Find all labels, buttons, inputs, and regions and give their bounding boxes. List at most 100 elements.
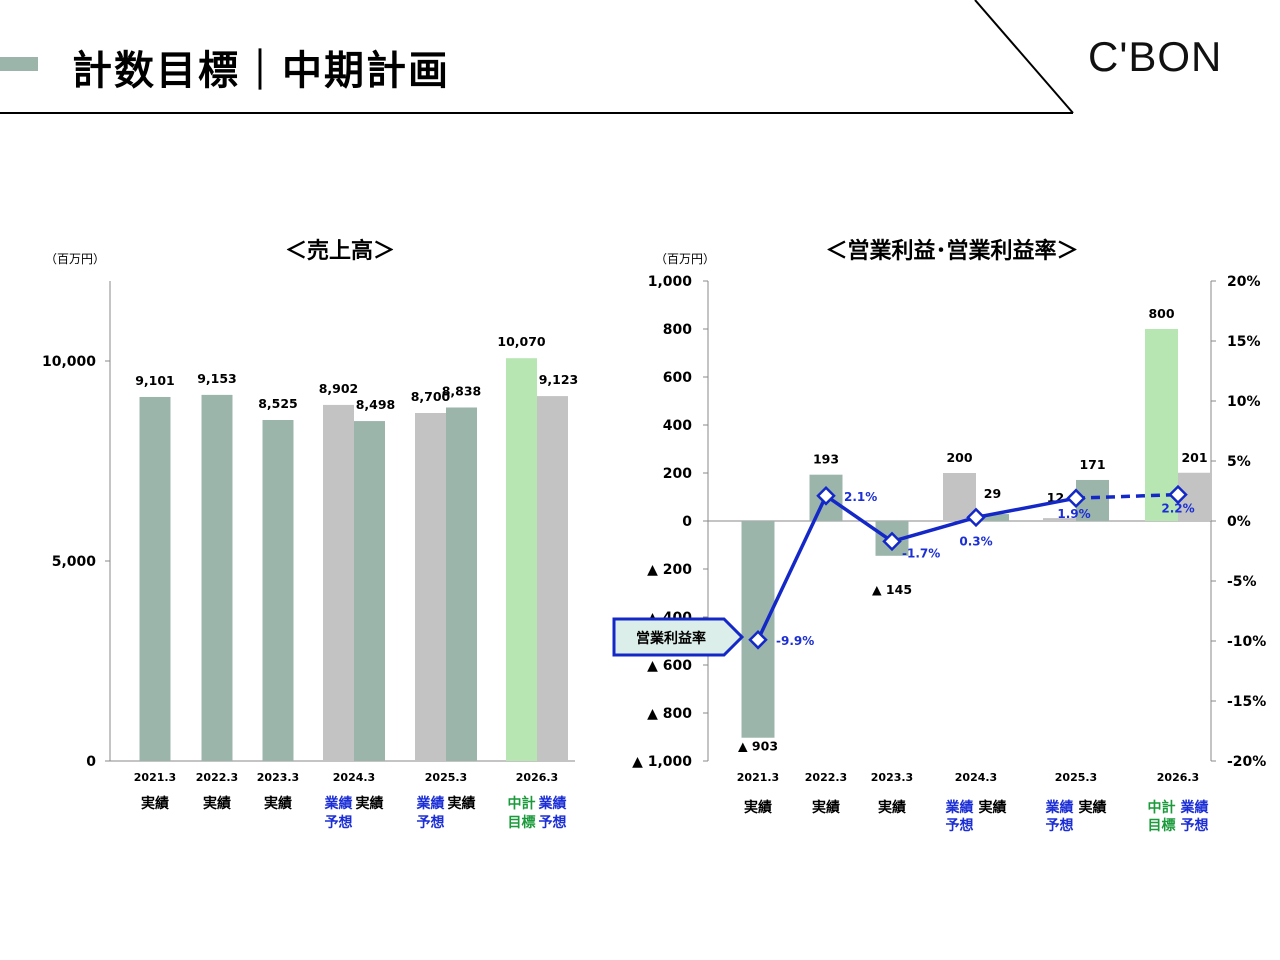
sales-bar — [446, 407, 477, 761]
sales-category-desc: 中計 — [508, 795, 536, 812]
profit-bar — [741, 521, 775, 738]
sales-data-label: 8,902 — [319, 381, 359, 396]
profit-category-desc: 業績 — [1045, 799, 1074, 816]
profit-y-tick-label: ▲ 1,000 — [632, 754, 692, 770]
profit-y-tick-label: ▲ 600 — [647, 658, 692, 674]
rate-data-label: -1.7% — [902, 546, 940, 560]
profit-unit-label: （百万円） — [655, 252, 715, 266]
profit-y-tick-label: 200 — [663, 466, 692, 482]
sales-chart-title: ＜売上高＞ — [285, 238, 395, 264]
profit-category-desc: 実績 — [744, 799, 772, 816]
sales-chart: ＜売上高＞ （百万円） 0 5,000 10,000 9,101 実績 2021.3 9,153… — [42, 238, 578, 831]
sales-category-desc: 業績 — [538, 795, 567, 812]
sales-category-desc: 実績 — [264, 795, 292, 812]
profit-y-tick-label: 800 — [663, 322, 692, 338]
operating-profit-chart: ＜営業利益･営業利益率＞ （百万円） 1,000 800 600 400 200 0 ▲ 200… — [612, 238, 1266, 834]
profit-bar — [1043, 518, 1076, 521]
profit-data-label: 800 — [1148, 306, 1174, 321]
title-accent-bar — [0, 57, 38, 71]
profit-y-tick-label: 600 — [663, 370, 692, 386]
profit-category-desc: 目標 — [1148, 817, 1176, 834]
sales-year-label: 2022.3 — [196, 771, 238, 784]
profit-y-tick-label: ▲ 200 — [647, 562, 692, 578]
profit-data-label: 29 — [984, 486, 1001, 501]
profit-y2-tick-label: 10% — [1227, 394, 1261, 410]
sales-bar — [139, 396, 171, 761]
company-logo: C'BON — [1088, 33, 1223, 80]
rate-data-label: 1.9% — [1057, 507, 1090, 521]
sales-bar — [537, 396, 568, 761]
sales-data-label: 8,700 — [411, 389, 451, 404]
sales-data-label: 9,153 — [197, 371, 237, 386]
profit-y-tick-label: 0 — [682, 514, 692, 530]
profit-bar — [1145, 329, 1178, 521]
profit-y2-tick-label: 20% — [1227, 274, 1261, 290]
profit-y-tick-label: ▲ 800 — [647, 706, 692, 722]
rate-data-label: -9.9% — [776, 634, 814, 648]
profit-year-label: 2024.3 — [955, 771, 997, 784]
profit-y2-tick-label: -5% — [1227, 574, 1257, 590]
sales-data-label: 8,838 — [442, 383, 482, 398]
rate-line-segment — [1075, 492, 1179, 500]
rate-line-segment — [891, 515, 977, 544]
sales-y-tick-label: 0 — [86, 754, 96, 770]
sales-bar — [323, 404, 354, 761]
profit-chart-title: ＜営業利益･営業利益率＞ — [825, 238, 1078, 264]
profit-category-desc: 実績 — [979, 799, 1007, 816]
sales-data-label: 10,070 — [497, 334, 546, 349]
rate-point-marker — [816, 486, 836, 506]
sales-category-desc: 実績 — [141, 795, 169, 812]
rate-line-segment — [975, 496, 1077, 520]
profit-y-tick-label: 1,000 — [648, 274, 693, 290]
profit-y-tick-label: 400 — [663, 418, 692, 434]
sales-data-label: 9,101 — [135, 373, 175, 388]
sales-data-label: 8,498 — [356, 397, 396, 412]
profit-year-label: 2021.3 — [737, 771, 779, 784]
sales-data-label: 8,525 — [258, 396, 298, 411]
sales-bar — [415, 413, 446, 761]
profit-category-desc: 予想 — [1046, 817, 1074, 834]
profit-y2-tick-label: -10% — [1227, 634, 1266, 650]
profit-data-label: ▲ 903 — [738, 739, 778, 754]
sales-year-label: 2026.3 — [516, 771, 558, 784]
sales-category-desc: 実績 — [448, 795, 476, 812]
sales-y-tick-label: 10,000 — [42, 354, 96, 370]
profit-category-desc: 予想 — [1181, 817, 1209, 834]
sales-unit-label: （百万円） — [45, 252, 105, 266]
rate-data-label: 2.1% — [844, 490, 877, 504]
sales-category-desc: 予想 — [325, 814, 353, 831]
profit-y2-tick-label: -15% — [1227, 694, 1266, 710]
profit-data-label: 171 — [1079, 457, 1105, 472]
sales-bar — [201, 394, 233, 761]
rate-point-marker — [1066, 488, 1086, 508]
profit-year-label: 2023.3 — [871, 771, 913, 784]
rate-data-label: 0.3% — [959, 534, 992, 548]
profit-bar — [943, 473, 976, 521]
sales-bar — [506, 358, 537, 761]
rate-series-callout-label: 営業利益率 — [636, 630, 706, 647]
sales-category-desc: 予想 — [417, 814, 445, 831]
profit-y2-tick-label: 15% — [1227, 334, 1261, 350]
profit-category-desc: 実績 — [1079, 799, 1107, 816]
profit-year-label: 2026.3 — [1157, 771, 1199, 784]
sales-year-label: 2021.3 — [134, 771, 176, 784]
sales-category-desc: 実績 — [203, 795, 231, 812]
profit-category-desc: 実績 — [812, 799, 840, 816]
sales-category-desc: 業績 — [416, 795, 445, 812]
profit-data-label: 200 — [946, 450, 972, 465]
profit-year-label: 2022.3 — [805, 771, 847, 784]
profit-y2-tick-label: 5% — [1227, 454, 1251, 470]
rate-point-marker — [748, 630, 768, 650]
sales-category-desc: 実績 — [356, 795, 384, 812]
sales-bar — [354, 421, 385, 761]
sales-category-desc: 予想 — [539, 814, 567, 831]
profit-data-label: 193 — [813, 452, 839, 467]
sales-y-tick-label: 5,000 — [52, 554, 97, 570]
sales-year-label: 2025.3 — [425, 771, 467, 784]
page-title: 計数目標｜中期計画 — [72, 48, 450, 94]
sales-category-desc: 業績 — [324, 795, 353, 812]
profit-category-desc: 業績 — [945, 799, 974, 816]
profit-data-label: ▲ 145 — [872, 582, 912, 597]
header-decoration — [0, 0, 1074, 114]
